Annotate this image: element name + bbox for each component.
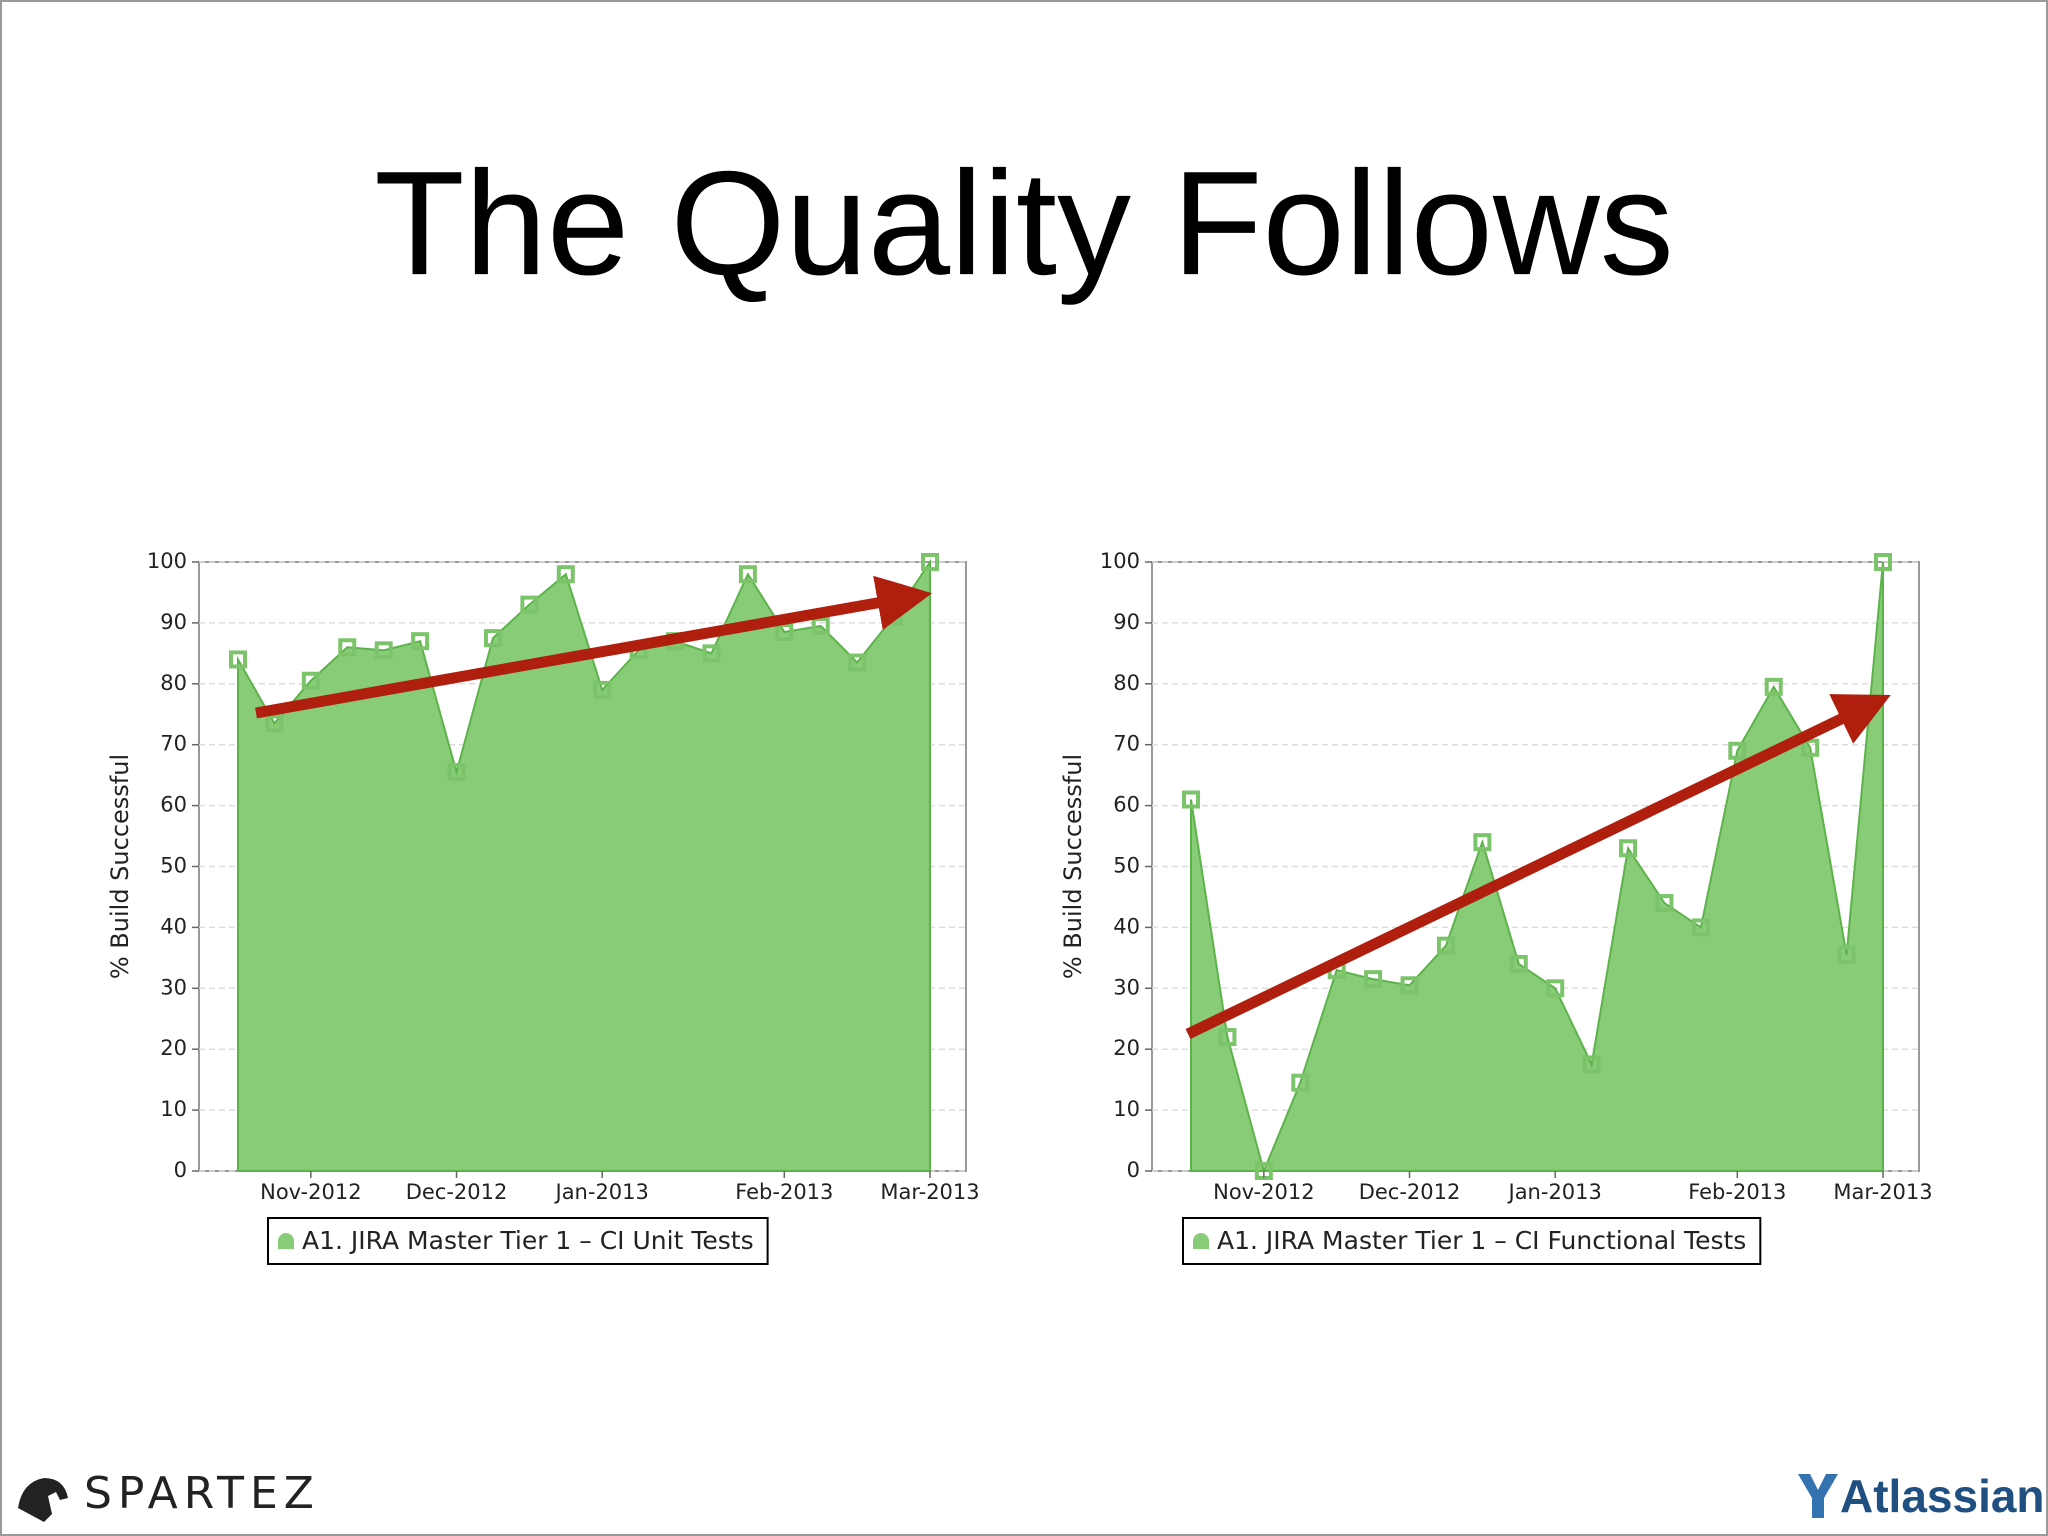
- legend-box: [1182, 1217, 1762, 1265]
- point-marker: [1728, 741, 1747, 760]
- point-marker: [447, 763, 466, 782]
- point-marker: [1546, 979, 1565, 998]
- y-tick-label: 70: [1113, 732, 1140, 756]
- legend-label: A1. JIRA Master Tier 1 – CI Functional T…: [1217, 1226, 1746, 1255]
- y-tick-label: 10: [1113, 1097, 1140, 1121]
- x-tick-label: Nov-2012: [260, 1180, 361, 1204]
- legend-swatch: [278, 1233, 294, 1249]
- y-tick-label: 20: [160, 1036, 187, 1060]
- x-tick-label: Mar-2013: [1833, 1180, 1932, 1204]
- point-marker: [775, 623, 794, 642]
- point-marker: [301, 671, 320, 690]
- point-marker: [1691, 918, 1710, 937]
- point-marker: [811, 616, 830, 635]
- point-marker: [411, 632, 430, 651]
- y-tick-label: 0: [1127, 1158, 1140, 1182]
- y-tick-label: 10: [160, 1097, 187, 1121]
- point-marker: [1837, 945, 1856, 964]
- point-marker: [593, 680, 612, 699]
- y-tick-label: 100: [1100, 549, 1140, 573]
- legend-swatch: [1193, 1233, 1209, 1249]
- y-tick-label: 20: [1113, 1036, 1140, 1060]
- atlassian-icon: [1798, 1474, 1838, 1518]
- area: [1190, 561, 1884, 1175]
- point-marker: [556, 565, 575, 584]
- y-tick-label: 40: [1113, 914, 1140, 938]
- spartez-text: SPARTEZ: [84, 1468, 320, 1519]
- legend-box: [267, 1217, 769, 1265]
- legend-label: A1. JIRA Master Tier 1 – CI Unit Tests: [302, 1226, 754, 1255]
- y-tick-label: 100: [147, 549, 187, 573]
- point-marker: [1436, 936, 1455, 955]
- atlassian-logo: Atlassian: [1798, 1470, 2045, 1522]
- x-tick-label: Feb-2013: [735, 1180, 833, 1204]
- slide-title: The Quality Follows: [374, 141, 1674, 306]
- atlassian-text: Atlassian: [1840, 1470, 2045, 1522]
- trend-arrow: [1185, 694, 1891, 1039]
- point-marker: [738, 565, 757, 584]
- point-marker: [229, 650, 247, 669]
- x-tick-label: Jan-2013: [1507, 1180, 1602, 1204]
- point-marker: [1582, 1055, 1601, 1074]
- point-marker: [1655, 894, 1674, 913]
- point-marker: [702, 644, 721, 663]
- spartez-logo: SPARTEZ: [18, 1468, 320, 1522]
- y-tick-label: 40: [160, 914, 187, 938]
- point-marker: [265, 714, 284, 733]
- y-tick-label: 80: [1113, 671, 1140, 695]
- point-marker: [1400, 976, 1419, 995]
- point-marker: [483, 629, 502, 648]
- point-marker: [1291, 1073, 1310, 1092]
- x-tick-label: Feb-2013: [1688, 1180, 1786, 1204]
- point-marker: [338, 638, 357, 657]
- y-axis-label: % Build Successful: [1059, 754, 1087, 979]
- x-tick-label: Dec-2012: [1359, 1180, 1461, 1204]
- y-tick-label: 30: [1113, 975, 1140, 999]
- point-marker: [1801, 738, 1820, 757]
- x-tick-label: Jan-2013: [554, 1180, 649, 1204]
- y-tick-label: 30: [160, 975, 187, 999]
- helmet-icon: [18, 1478, 68, 1522]
- y-tick-label: 0: [174, 1158, 187, 1182]
- x-tick-label: Nov-2012: [1213, 1180, 1314, 1204]
- y-tick-label: 90: [1113, 610, 1140, 634]
- point-marker: [1509, 954, 1528, 973]
- point-marker: [848, 653, 867, 672]
- point-marker: [1364, 970, 1383, 989]
- point-marker: [1182, 790, 1200, 809]
- point-marker: [520, 595, 539, 614]
- point-marker: [1619, 839, 1638, 858]
- trend-arrow: [255, 575, 933, 719]
- y-axis-label: % Build Successful: [106, 754, 134, 979]
- y-tick-label: 50: [160, 854, 187, 878]
- point-marker: [1473, 833, 1492, 852]
- point-marker: [374, 641, 393, 660]
- point-marker: [921, 553, 939, 571]
- point-marker: [1218, 1028, 1237, 1047]
- point-marker: [1874, 553, 1892, 571]
- y-tick-label: 50: [1113, 854, 1140, 878]
- x-tick-label: Dec-2012: [406, 1180, 508, 1204]
- y-tick-label: 60: [160, 793, 187, 817]
- y-tick-label: 60: [1113, 793, 1140, 817]
- y-tick-label: 90: [160, 610, 187, 634]
- y-tick-label: 80: [160, 671, 187, 695]
- point-marker: [1764, 677, 1783, 696]
- y-tick-label: 70: [160, 732, 187, 756]
- x-tick-label: Mar-2013: [880, 1180, 979, 1204]
